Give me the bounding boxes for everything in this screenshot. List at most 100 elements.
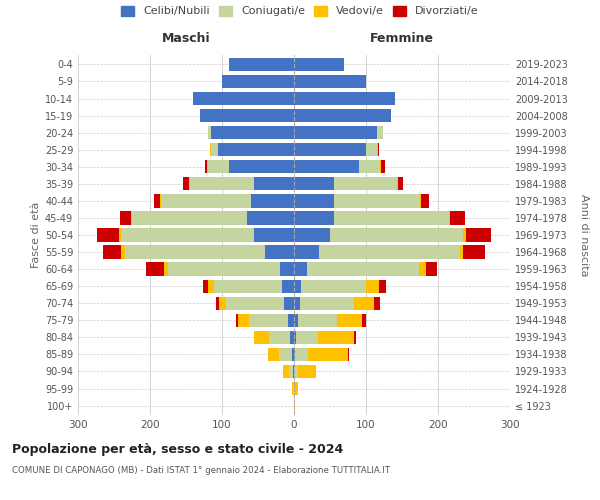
Bar [294,75,366,88]
Bar [294,126,377,140]
Bar [354,330,356,344]
Text: Maschi: Maschi [161,32,211,45]
Bar [379,280,386,293]
Bar [294,348,295,361]
Bar [381,160,385,173]
Bar [292,348,294,361]
Y-axis label: Anni di nascita: Anni di nascita [579,194,589,276]
Bar [131,212,132,224]
Bar [419,262,426,276]
Bar [294,228,330,241]
Bar [334,194,420,207]
Bar [294,382,298,395]
Bar [420,194,421,207]
Bar [125,246,265,258]
Y-axis label: Fasce di età: Fasce di età [31,202,41,268]
Bar [251,194,294,207]
Bar [97,228,119,241]
Bar [294,177,334,190]
Bar [354,296,374,310]
Bar [374,296,380,310]
Bar [294,109,391,122]
Bar [319,246,460,258]
Bar [208,126,211,140]
Bar [366,280,379,293]
Bar [208,160,229,173]
Bar [211,126,294,140]
Bar [120,212,131,224]
Bar [466,228,491,241]
Bar [193,92,294,105]
Bar [298,314,337,327]
Bar [121,246,125,258]
Bar [121,228,254,241]
Bar [334,212,449,224]
Bar [132,212,247,224]
Bar [450,212,464,224]
Bar [254,330,269,344]
Bar [219,296,226,310]
Bar [283,280,294,293]
Bar [254,177,294,190]
Bar [211,143,218,156]
Text: Popolazione per età, sesso e stato civile - 2024: Popolazione per età, sesso e stato civil… [12,442,343,456]
Bar [200,109,294,122]
Bar [294,296,300,310]
Bar [294,212,334,224]
Bar [294,314,298,327]
Bar [294,143,366,156]
Bar [160,194,161,207]
Bar [348,348,349,361]
Bar [146,262,164,276]
Bar [362,314,366,327]
Bar [300,296,354,310]
Bar [265,246,294,258]
Bar [298,365,316,378]
Bar [301,280,366,293]
Bar [284,296,294,310]
Bar [377,143,379,156]
Bar [248,314,288,327]
Bar [207,160,208,173]
Bar [236,314,238,327]
Bar [215,296,219,310]
Bar [269,330,290,344]
Bar [308,348,348,361]
Bar [294,262,307,276]
Bar [164,262,168,276]
Bar [463,246,485,258]
Bar [294,194,334,207]
Bar [119,228,121,241]
Bar [168,262,280,276]
Bar [294,399,295,412]
Bar [203,280,208,293]
Bar [337,314,362,327]
Bar [279,348,292,361]
Bar [463,228,466,241]
Bar [359,160,380,173]
Text: Femmine: Femmine [370,32,434,45]
Bar [226,296,284,310]
Bar [294,330,296,344]
Legend: Celibi/Nubili, Coniugati/e, Vedovi/e, Divorziati/e: Celibi/Nubili, Coniugati/e, Vedovi/e, Di… [121,6,479,16]
Bar [293,365,294,378]
Bar [254,228,294,241]
Bar [161,194,251,207]
Bar [294,160,359,173]
Bar [334,177,397,190]
Bar [366,143,377,156]
Bar [449,212,450,224]
Bar [214,280,283,293]
Bar [205,160,207,173]
Bar [218,143,294,156]
Bar [283,365,289,378]
Bar [377,126,383,140]
Bar [292,382,293,395]
Text: COMUNE DI CAPONAGO (MB) - Dati ISTAT 1° gennaio 2024 - Elaborazione TUTTITALIA.I: COMUNE DI CAPONAGO (MB) - Dati ISTAT 1° … [12,466,390,475]
Bar [294,246,319,258]
Bar [229,58,294,71]
Bar [288,314,294,327]
Bar [293,382,294,395]
Bar [247,212,294,224]
Bar [190,177,254,190]
